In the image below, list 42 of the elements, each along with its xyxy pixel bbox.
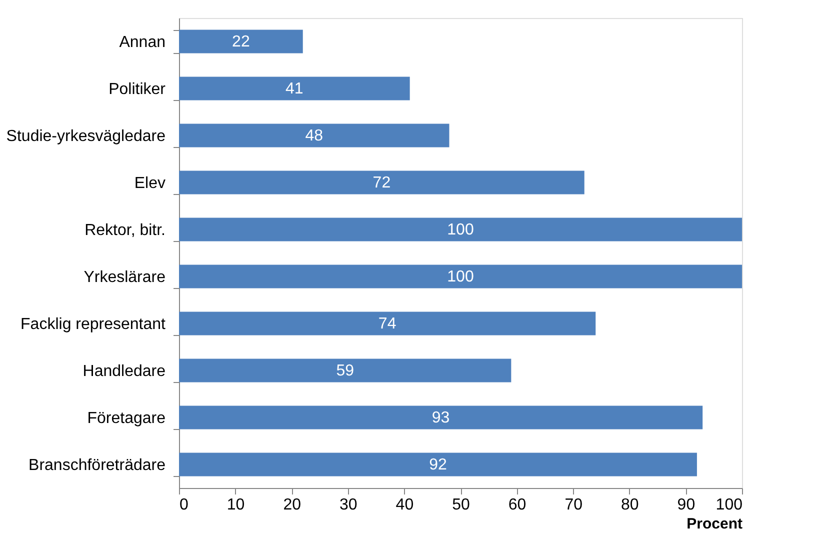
bar: [179, 30, 303, 54]
data-label: 48: [305, 128, 324, 144]
bar: [179, 124, 450, 148]
x-tick-label: 0: [180, 496, 188, 514]
x-tick-label: 30: [340, 496, 358, 514]
bar: [179, 358, 512, 382]
y-tick-label: Branschföreträdare: [28, 457, 166, 474]
data-label: 59: [336, 362, 354, 380]
data-label: 72: [372, 174, 391, 192]
y-tick-label: Elev: [134, 175, 166, 192]
y-tick-label: Handledare: [82, 363, 166, 380]
x-tick-label: 10: [226, 496, 245, 514]
x-tick-label: 90: [677, 496, 696, 514]
x-axis-title: Procent: [686, 516, 742, 532]
data-label: 93: [432, 410, 450, 426]
x-tick-label: 70: [564, 496, 583, 514]
y-tick-label: Annan: [119, 34, 166, 51]
data-label: 41: [286, 80, 304, 98]
bar: [179, 452, 697, 476]
x-tick-label: 20: [283, 496, 302, 514]
data-label: 22: [232, 34, 250, 50]
bar: [179, 312, 596, 336]
x-tick-label: 100: [716, 496, 743, 514]
bar: [179, 76, 410, 100]
y-tick-label: Yrkeslärare: [84, 269, 166, 286]
x-tick-label: 60: [508, 496, 526, 514]
data-label: 74: [378, 316, 396, 332]
bar: [179, 264, 742, 288]
y-tick-label: Rektor, bitr.: [84, 222, 166, 239]
bar: [179, 218, 742, 242]
x-tick-label: 50: [452, 496, 470, 514]
bar: [179, 170, 584, 194]
data-label: 100: [447, 222, 474, 238]
y-tick-label: Facklig representant: [20, 316, 166, 333]
data-label: 100: [447, 268, 474, 286]
y-tick-label: Företagare: [87, 410, 166, 427]
y-tick-label: Politiker: [108, 81, 166, 98]
bar: [179, 406, 703, 430]
data-label: 92: [429, 456, 447, 474]
x-tick-label: 40: [396, 496, 414, 514]
x-tick-label: 80: [621, 496, 639, 514]
y-tick-label: Studie-yrkesvägledare: [6, 128, 166, 145]
